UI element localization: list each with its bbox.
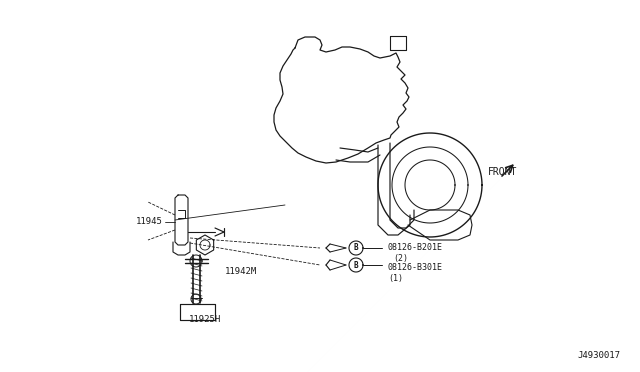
Text: 11942M: 11942M	[225, 267, 257, 276]
Text: B: B	[354, 260, 358, 269]
Text: 11925H: 11925H	[189, 315, 221, 324]
Text: (2): (2)	[393, 253, 408, 263]
Text: B: B	[354, 244, 358, 253]
Text: 08126-B301E: 08126-B301E	[388, 263, 443, 273]
Text: FRONT: FRONT	[488, 167, 517, 177]
Text: 11945: 11945	[136, 218, 163, 227]
Text: J4930017: J4930017	[577, 351, 620, 360]
Text: 08126-B201E: 08126-B201E	[388, 244, 443, 253]
Text: (1): (1)	[388, 273, 403, 282]
